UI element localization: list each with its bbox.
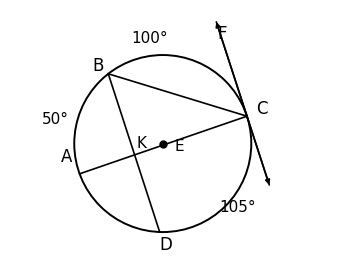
Text: A: A [60, 148, 72, 166]
Text: D: D [159, 237, 172, 254]
Text: F: F [217, 25, 227, 43]
Text: 100°: 100° [131, 31, 168, 46]
Text: K: K [136, 136, 146, 151]
Text: C: C [256, 100, 268, 118]
Text: 50°: 50° [42, 112, 69, 127]
Text: B: B [93, 57, 104, 75]
Text: E: E [174, 139, 184, 154]
Text: 105°: 105° [220, 201, 256, 215]
